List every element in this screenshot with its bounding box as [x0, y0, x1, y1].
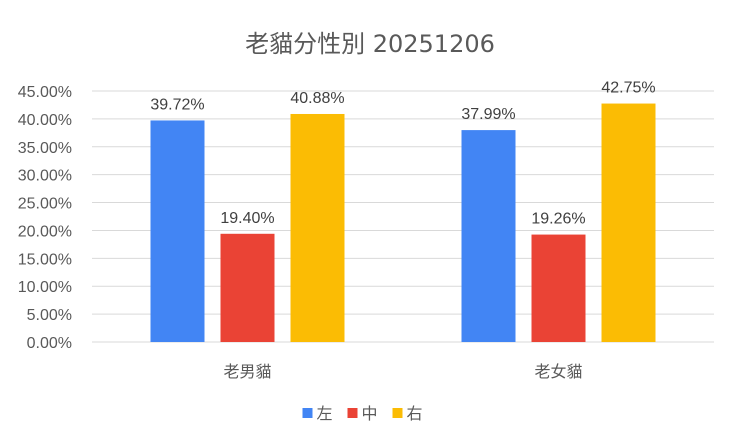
y-axis-ticks: 0.00% 5.00% 10.00% 15.00% 20.00% 25.00% 30.00%…: [18, 84, 72, 352]
x-axis-categories: 老男貓 老女貓: [223, 362, 582, 381]
x-category-label: 老男貓: [223, 362, 271, 381]
y-tick-label: 30.00%: [18, 168, 72, 185]
data-label: 19.26%: [531, 211, 585, 228]
y-tick-label: 40.00%: [18, 112, 72, 129]
data-label: 40.88%: [290, 90, 344, 107]
y-tick-label: 5.00%: [27, 307, 72, 324]
bars: [150, 103, 656, 343]
bar-中-老女貓: [531, 234, 586, 342]
y-tick-label: 10.00%: [18, 279, 72, 296]
bar-右-老男貓: [290, 113, 345, 343]
y-tick-label: 25.00%: [18, 196, 72, 213]
bar-左-老女貓: [461, 130, 516, 342]
bar-左-老男貓: [150, 120, 205, 342]
chart-title: 老貓分性別 20251206: [245, 30, 495, 58]
x-category-label: 老女貓: [534, 362, 582, 381]
legend-swatch: [392, 408, 403, 418]
data-label: 39.72%: [150, 96, 204, 113]
legend-label: 左: [317, 404, 333, 423]
bar-中-老男貓: [220, 233, 275, 342]
y-tick-label: 35.00%: [18, 140, 72, 157]
y-tick-label: 0.00%: [27, 335, 72, 352]
data-labels: 39.72% 19.40% 40.88% 37.99% 19.26% 42.75%: [150, 80, 655, 228]
legend: 左中右: [302, 404, 423, 423]
data-label: 42.75%: [601, 80, 655, 97]
legend-label: 中: [362, 404, 378, 423]
y-tick-label: 45.00%: [18, 84, 72, 101]
legend-swatch: [347, 408, 358, 418]
y-tick-label: 20.00%: [18, 223, 72, 240]
legend-swatch: [302, 408, 313, 418]
legend-label: 右: [407, 404, 423, 423]
data-label: 19.40%: [220, 210, 274, 227]
data-label: 37.99%: [461, 106, 515, 123]
bar-右-老女貓: [601, 103, 656, 342]
y-tick-label: 15.00%: [18, 251, 72, 268]
